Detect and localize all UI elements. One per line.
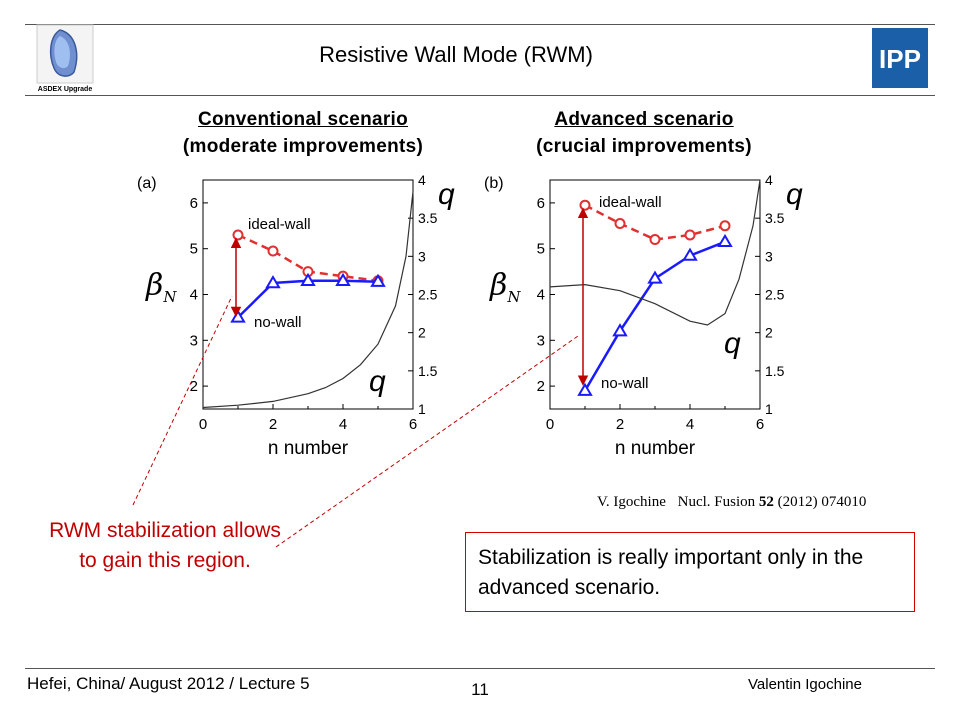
y-left-tick-label: 4 — [190, 287, 198, 304]
y-right-tick-label: 3 — [418, 248, 426, 264]
data-point-ideal-wall — [649, 234, 661, 246]
data-point-no-wall — [647, 270, 663, 284]
data-point-no-wall — [682, 247, 698, 261]
slide-title: Resistive Wall Mode (RWM) — [319, 42, 593, 67]
x-tick-label: 4 — [686, 416, 694, 433]
citation: V. Igochine Nucl. Fusion 52 (2012) 07401… — [597, 494, 866, 511]
pointer-line-b — [275, 335, 579, 548]
y-right-tick-label: 1.5 — [765, 363, 785, 379]
x-axis-label: n number — [268, 438, 349, 459]
panel-label: (a) — [137, 175, 157, 192]
q-curve-label: q — [369, 365, 386, 398]
svg-text:IPP: IPP — [879, 44, 921, 74]
plot-frame — [549, 179, 761, 410]
y-left-tick-label: 3 — [190, 332, 198, 349]
panel-label: (b) — [484, 175, 504, 192]
data-point-no-wall — [300, 272, 316, 286]
y-left-tick-label: 4 — [537, 287, 545, 304]
y-left-tick-label: 6 — [537, 195, 545, 212]
advanced-heading-line1: Advanced scenario — [554, 109, 734, 130]
y-left-axis-label: βN — [145, 268, 177, 306]
data-point-ideal-wall — [267, 245, 279, 257]
x-tick-label: 0 — [199, 416, 207, 433]
x-tick-label: 2 — [269, 416, 277, 433]
no-wall-label: no-wall — [254, 314, 302, 331]
x-tick-label: 0 — [546, 416, 554, 433]
data-point-no-wall — [335, 272, 351, 286]
footer-author: Valentin Igochine — [748, 676, 862, 693]
y-left-tick-label: 2 — [190, 378, 198, 395]
data-point-ideal-wall — [614, 218, 626, 230]
data-point-ideal-wall — [719, 220, 731, 232]
x-axis-label: n number — [615, 438, 696, 459]
series-line-no-wall — [583, 240, 726, 392]
footer-rule — [25, 668, 935, 669]
y-right-tick-label: 2 — [418, 325, 426, 341]
y-left-tick-label: 2 — [537, 378, 545, 395]
data-point-ideal-wall — [684, 229, 696, 241]
ideal-wall-label: ideal-wall — [248, 216, 311, 233]
series-line-q — [202, 191, 414, 409]
y-right-tick-label: 3.5 — [765, 210, 785, 226]
data-point-no-wall — [612, 323, 628, 337]
y-right-tick-label: 2.5 — [765, 287, 785, 303]
y-right-tick-label: 1 — [765, 401, 773, 417]
rwm-stabilization-note: RWM stabilization allows to gain this re… — [49, 519, 281, 572]
page-number: 11 — [471, 680, 489, 699]
data-point-no-wall — [370, 273, 386, 287]
footer-event: Hefei, China/ August 2012 / Lecture 5 — [27, 674, 310, 693]
data-point-ideal-wall — [579, 199, 591, 211]
y-right-tick-label: 2 — [765, 325, 773, 341]
y-left-tick-label: 3 — [537, 332, 545, 349]
data-point-no-wall — [265, 275, 281, 289]
conventional-scenario-heading: Conventional scenario (moderate improvem… — [150, 106, 456, 160]
y-right-tick-label: 1.5 — [418, 363, 438, 379]
stabilization-callout: Stabilization is really important only i… — [465, 532, 915, 612]
y-left-axis-label: βN — [489, 268, 521, 306]
header-rule — [25, 95, 935, 96]
x-tick-label: 6 — [756, 416, 764, 433]
y-right-tick-label: 3.5 — [418, 210, 438, 226]
svg-text:ASDEX Upgrade: ASDEX Upgrade — [38, 86, 93, 93]
data-point-ideal-wall — [232, 229, 244, 241]
q-curve-label: q — [724, 327, 741, 360]
series-line-q — [549, 179, 761, 326]
data-point-no-wall — [577, 382, 593, 396]
y-left-tick-label: 5 — [190, 241, 198, 258]
y-right-tick-label: 3 — [765, 248, 773, 264]
conventional-heading-line2: (moderate improvements) — [182, 136, 424, 157]
y-left-tick-label: 5 — [537, 241, 545, 258]
ipp-logo: IPP — [872, 28, 928, 88]
citation-volume: 52 — [758, 494, 774, 510]
y-right-tick-label: 4 — [765, 172, 773, 188]
advanced-scenario-heading: Advanced scenario (crucial improvements) — [496, 106, 792, 160]
y-right-tick-label: 2.5 — [418, 287, 438, 303]
ideal-wall-label: ideal-wall — [599, 194, 662, 211]
y-right-tick-label: 4 — [418, 172, 426, 188]
citation-rest: (2012) 074010 — [777, 494, 867, 510]
y-right-axis-label: q — [786, 178, 803, 211]
x-tick-label: 6 — [409, 416, 417, 433]
citation-journal: Nucl. Fusion — [677, 494, 756, 510]
y-right-tick-label: 1 — [418, 401, 426, 417]
y-right-axis-label: q — [438, 178, 455, 211]
data-point-no-wall — [717, 233, 733, 248]
citation-author: V. Igochine — [597, 494, 666, 510]
no-wall-label: no-wall — [601, 375, 649, 392]
x-tick-label: 2 — [616, 416, 624, 433]
series-line-ideal-wall — [584, 204, 726, 241]
conventional-heading-line1: Conventional scenario — [197, 109, 409, 130]
top-rule — [25, 24, 935, 25]
series-line-no-wall — [237, 279, 379, 319]
y-left-tick-label: 6 — [190, 195, 198, 212]
advanced-heading-line2: (crucial improvements) — [536, 136, 752, 157]
x-tick-label: 4 — [339, 416, 347, 433]
asdex-logo: ASDEX Upgrade — [36, 24, 94, 93]
pointer-line-a — [132, 295, 233, 506]
